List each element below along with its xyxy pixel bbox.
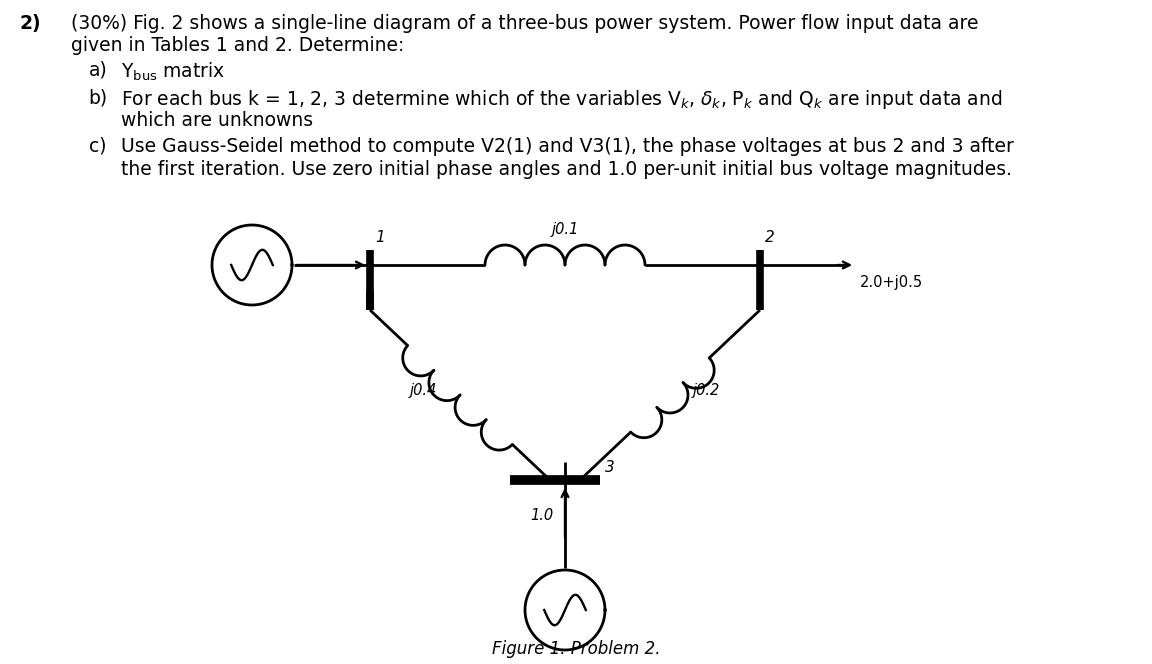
Text: 1.0: 1.0	[530, 507, 553, 523]
Text: b): b)	[89, 88, 108, 107]
Text: 2): 2)	[20, 14, 41, 33]
Text: Figure 1. Problem 2.: Figure 1. Problem 2.	[492, 640, 660, 658]
Text: given in Tables 1 and 2. Determine:: given in Tables 1 and 2. Determine:	[71, 36, 404, 55]
Text: Y$_{\mathsf{bus}}$ matrix: Y$_{\mathsf{bus}}$ matrix	[121, 61, 225, 83]
Text: j0.4: j0.4	[410, 382, 437, 398]
Text: Use Gauss-Seidel method to compute V2(1) and V3(1), the phase voltages at bus 2 : Use Gauss-Seidel method to compute V2(1)…	[121, 137, 1014, 156]
Text: (30%) Fig. 2 shows a single-line diagram of a three-bus power system. Power flow: (30%) Fig. 2 shows a single-line diagram…	[71, 14, 979, 33]
Text: j0.1: j0.1	[552, 222, 578, 237]
Text: 2.0+j0.5: 2.0+j0.5	[861, 275, 923, 290]
Text: c): c)	[89, 137, 106, 156]
Text: a): a)	[89, 61, 107, 80]
Text: which are unknowns: which are unknowns	[121, 111, 313, 130]
Text: j0.2: j0.2	[694, 382, 720, 398]
Text: 3: 3	[605, 460, 615, 475]
Text: 2: 2	[765, 230, 775, 245]
Text: For each bus k = 1, 2, 3 determine which of the variables V$_k$, $\delta_k$, P$_: For each bus k = 1, 2, 3 determine which…	[121, 88, 1002, 111]
Text: the first iteration. Use zero initial phase angles and 1.0 per-unit initial bus : the first iteration. Use zero initial ph…	[121, 160, 1011, 179]
Text: 1: 1	[376, 230, 385, 245]
